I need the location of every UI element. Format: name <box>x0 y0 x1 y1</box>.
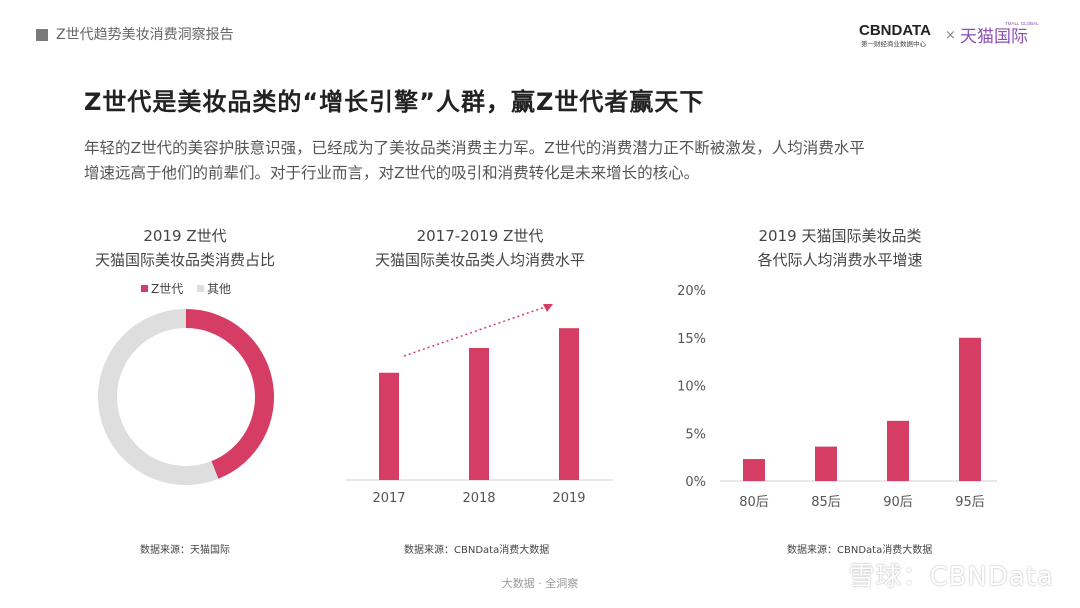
legend-label: Z世代 <box>151 282 183 296</box>
logo-tmall-global: TMALL GLOBAL <box>1005 21 1039 26</box>
bar2-y-tick: 10% <box>677 380 706 395</box>
bar2-y-tick: 20% <box>677 284 706 299</box>
trend-arrow-head <box>543 304 553 312</box>
brand-logo: CBNDATA 第一财经商业数据中心 × 天猫国际 TMALL GLOBAL <box>859 21 1039 48</box>
bar1-title-line1: 2017-2019 Z世代 <box>416 227 544 245</box>
logo-sub: 第一财经商业数据中心 <box>861 39 927 48</box>
bar1-chart-title: 2017-2019 Z世代 天猫国际美妆品类人均消费水平 <box>330 224 630 272</box>
bar2-x-label: 85后 <box>811 495 841 510</box>
bar2-y-tick: 0% <box>685 475 706 490</box>
bar1-bar <box>379 372 399 480</box>
bar2-x-label: 90后 <box>883 495 913 510</box>
bar2-title-line2: 各代际人均消费水平增速 <box>757 251 923 269</box>
bar1-x-label: 2017 <box>372 491 405 506</box>
bar1-source: 数据来源：CBNData消费大数据 <box>404 545 550 556</box>
footer-slogan: 大数据 · 全洞察 <box>501 577 579 590</box>
report-title: Z世代趋势美妆消费洞察报告 <box>56 27 234 43</box>
bar1-bar <box>559 328 579 480</box>
page-title: Z世代是美妆品类的“增长引擎”人群，赢Z世代者赢天下 <box>84 88 705 116</box>
logo-tmall: 天猫国际 <box>960 27 1028 47</box>
donut-slice-zgen <box>186 309 275 479</box>
pie-source: 数据来源：天猫国际 <box>140 545 230 556</box>
bar1-x-label: 2019 <box>552 491 585 506</box>
bar2-x-label: 80后 <box>739 495 769 510</box>
pie-chart-title: 2019 Z世代 天猫国际美妆品类消费占比 <box>60 224 310 272</box>
paragraph-line: 增速远高于他们的前辈们。对于行业而言，对Z世代的吸引和消费转化是未来增长的核心。 <box>84 164 700 182</box>
legend-swatch <box>197 285 204 292</box>
legend-swatch <box>141 285 148 292</box>
bar2-y-tick: 5% <box>685 427 706 442</box>
intro-paragraph: 年轻的Z世代的美容护肤意识强，已经成为了美妆品类消费主力军。Z世代的消费潜力正不… <box>84 136 1014 186</box>
bar1-bar <box>469 348 489 480</box>
bar2-y-tick: 15% <box>677 332 706 347</box>
bar2-source: 数据来源：CBNData消费大数据 <box>787 545 933 556</box>
bar2-title-line1: 2019 天猫国际美妆品类 <box>758 227 922 245</box>
bar2-bar <box>959 337 981 481</box>
donut-slice-other <box>98 309 219 485</box>
bar2-bar <box>815 446 837 481</box>
bar2-bar <box>743 459 765 481</box>
header-marker <box>36 29 48 41</box>
legend-label: 其他 <box>207 282 231 296</box>
paragraph-line: 年轻的Z世代的美容护肤意识强，已经成为了美妆品类消费主力军。Z世代的消费潜力正不… <box>84 139 865 157</box>
logo-cbndata: CBNDATA <box>859 22 931 39</box>
pie-title-line1: 2019 Z世代 <box>143 227 227 245</box>
bar2-chart-title: 2019 天猫国际美妆品类 各代际人均消费水平增速 <box>700 224 980 272</box>
watermark: 雪球：CBNData <box>848 562 1054 592</box>
logo-x: × <box>945 28 956 43</box>
pie-title-line2: 天猫国际美妆品类消费占比 <box>94 251 275 269</box>
bar1-title-line2: 天猫国际美妆品类人均消费水平 <box>374 251 585 269</box>
bar2-bar <box>887 420 909 481</box>
trend-arrow-line <box>403 305 549 357</box>
bar1-x-label: 2018 <box>462 491 495 506</box>
bar2-x-label: 95后 <box>955 495 985 510</box>
